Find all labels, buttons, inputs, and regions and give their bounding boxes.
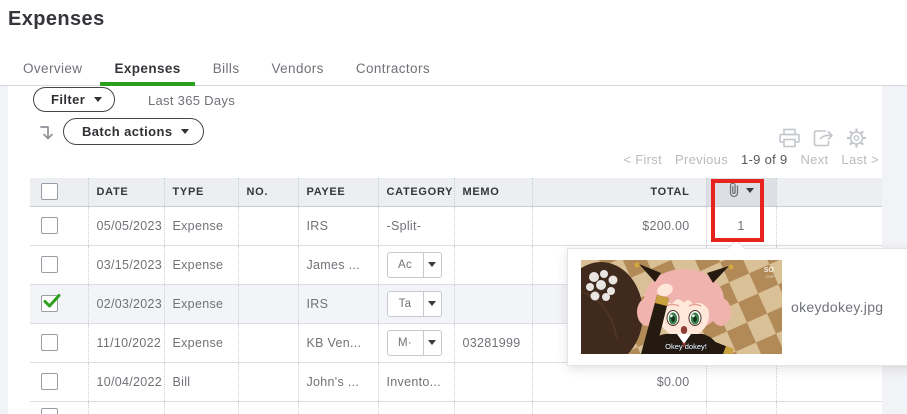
column-header-category: CATEGORY <box>378 178 455 207</box>
cell-type: Expense <box>164 284 239 324</box>
cell-payee: John's ... <box>298 362 379 402</box>
chevron-down-icon <box>428 301 436 306</box>
cell-category: Ta <box>378 284 455 324</box>
chevron-down-icon <box>428 340 436 345</box>
column-header-no: NO. <box>238 178 299 207</box>
table-row: 10/04/2022 Bill John's ... Invento... $0… <box>30 362 882 402</box>
cell-type: Expense <box>164 206 239 246</box>
cell-payee: James ... <box>298 245 379 285</box>
chevron-down-icon <box>428 262 436 267</box>
pagination-previous[interactable]: Previous <box>675 152 728 167</box>
cell-payee: IRS <box>298 284 379 324</box>
cell-type: Expense <box>164 245 239 285</box>
cell-memo: 03281999 <box>454 323 533 363</box>
cell-no <box>238 206 299 246</box>
tab-vendors[interactable]: Vendors <box>271 61 324 76</box>
column-header-type: TYPE <box>164 178 239 207</box>
cell-category: Ac <box>378 245 455 285</box>
page-title: Expenses <box>8 8 105 30</box>
cell-date: 05/05/2023 <box>88 206 165 246</box>
chevron-down-icon <box>181 129 190 134</box>
print-icon[interactable] <box>778 127 801 149</box>
checkmark-icon <box>43 294 61 308</box>
tab-overview[interactable]: Overview <box>23 61 83 76</box>
category-dropdown[interactable]: Ta <box>386 290 442 317</box>
cell-memo <box>454 284 533 324</box>
cell-type: Expense <box>164 323 239 363</box>
scroll-to-bottom-icon[interactable] <box>37 124 55 142</box>
cell-date: 11/10/2022 <box>88 323 165 363</box>
cell-memo <box>454 362 533 402</box>
image-watermark-line2: CHIP <box>766 275 775 279</box>
column-header-payee: PAYEE <box>298 178 379 207</box>
paperclip-icon <box>729 182 739 198</box>
chevron-down-icon <box>746 187 754 193</box>
cell-memo <box>454 245 533 285</box>
column-header-date: DATE <box>88 178 165 207</box>
tab-expenses[interactable]: Expenses <box>100 55 195 86</box>
cell-payee: IRS <box>298 206 379 246</box>
cell-no <box>238 245 299 285</box>
row-checkbox-checked[interactable] <box>41 294 61 312</box>
cell-no <box>238 362 299 402</box>
cell-date: 02/03/2023 <box>88 284 165 324</box>
tab-bills[interactable]: Bills <box>212 61 240 76</box>
cell-total: $0.00 <box>532 362 707 402</box>
category-dropdown[interactable]: M· <box>386 329 442 356</box>
column-header-total: TOTAL <box>532 178 707 207</box>
select-all-checkbox[interactable] <box>41 183 58 201</box>
cell-category: -Split- <box>378 206 455 246</box>
batch-actions-label: Batch actions <box>82 124 173 139</box>
column-header-memo: MEMO <box>454 178 533 207</box>
row-checkbox[interactable] <box>41 256 58 273</box>
filter-button[interactable]: Filter <box>33 87 116 112</box>
export-icon[interactable] <box>812 127 835 149</box>
filter-button-label: Filter <box>51 92 86 107</box>
image-subtitle: Okey dokey! <box>665 342 707 351</box>
cell-total: $200.00 <box>532 206 707 246</box>
cell-no <box>238 323 299 363</box>
attachment-preview-tooltip: SO CHIP Okey dokey! okeydokey.jpg <box>567 239 907 366</box>
cell-memo <box>454 206 533 246</box>
row-checkbox[interactable] <box>41 373 58 390</box>
cell-category: M· <box>378 323 455 363</box>
column-header-blank <box>776 178 882 207</box>
table-row: 05/05/2023 Expense IRS -Split- $200.00 1 <box>30 206 882 246</box>
row-checkbox[interactable] <box>41 217 58 234</box>
table-row-partial <box>30 401 882 414</box>
batch-actions-button[interactable]: Batch actions <box>63 118 205 145</box>
cell-date: 03/15/2023 <box>88 245 165 285</box>
attachment-count[interactable]: 1 <box>706 206 777 246</box>
row-checkbox[interactable] <box>41 334 58 351</box>
date-range-label: Last 365 Days <box>148 93 236 108</box>
table-header-row: DATE TYPE NO. PAYEE CATEGORY MEMO TOTAL <box>30 178 882 207</box>
pagination-next[interactable]: Next <box>800 152 829 167</box>
row-checkbox[interactable] <box>41 408 58 414</box>
image-watermark: SO <box>764 267 775 274</box>
pagination: < First Previous 1-9 of 9 Next Last > <box>623 152 879 167</box>
pagination-range: 1-9 of 9 <box>741 152 788 167</box>
cell-type: Bill <box>164 362 239 402</box>
column-header-attachments[interactable] <box>706 178 777 207</box>
pagination-first[interactable]: < First <box>623 152 663 167</box>
tab-bar: Overview Expenses Bills Vendors Contract… <box>0 55 907 86</box>
chevron-down-icon <box>94 97 103 102</box>
cell-category: Invento... <box>378 362 455 402</box>
tab-contractors[interactable]: Contractors <box>355 61 431 76</box>
settings-gear-icon[interactable] <box>845 127 868 149</box>
cell-no <box>238 284 299 324</box>
attachment-preview-image[interactable]: SO CHIP Okey dokey! <box>581 260 782 354</box>
cell-date: 10/04/2022 <box>88 362 165 402</box>
attachment-filename: okeydokey.jpg <box>791 299 884 315</box>
category-dropdown[interactable]: Ac <box>386 251 442 278</box>
pagination-last[interactable]: Last > <box>841 152 879 167</box>
cell-payee: KB Ven... <box>298 323 379 363</box>
